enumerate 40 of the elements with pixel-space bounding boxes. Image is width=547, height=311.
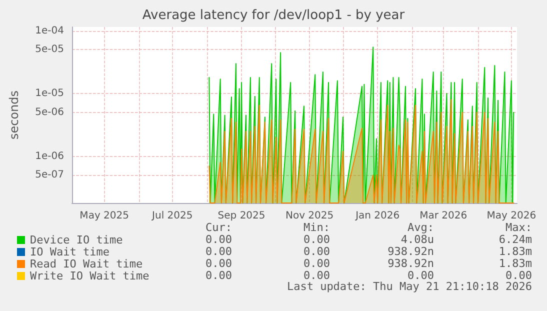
text: 0.00: [206, 245, 232, 258]
text: 938.92n: [388, 257, 434, 270]
text: 0.00: [206, 269, 232, 282]
x-tick-label: Jul 2025: [151, 210, 193, 222]
text: 6.24m: [498, 233, 532, 246]
x-tick-label: Jan 2026: [354, 210, 400, 222]
y-tick-label: 1e-05: [35, 88, 64, 100]
y-tick-label: 5e-07: [35, 170, 64, 181]
y-tick-label: 1e-04: [35, 25, 64, 36]
text: 0.00: [506, 269, 532, 282]
y-axis-title: seconds: [7, 90, 21, 140]
text: 0.00: [304, 245, 330, 258]
text: 0.00: [408, 269, 434, 282]
legend-label: Device IO time: [30, 234, 123, 246]
text: Avg:: [408, 221, 434, 234]
text: Last update: Thu May 21 21:10:18 2026: [286, 280, 532, 293]
x-tick-label: May 2026: [486, 210, 536, 222]
y-tick-label: 1e-06: [35, 150, 64, 162]
text: 4.08u: [400, 233, 434, 246]
y-tick-label: 5e-05: [35, 44, 64, 56]
x-tick-label: May 2025: [80, 210, 129, 222]
text: 938.92n: [388, 245, 434, 258]
text: 0.00: [304, 257, 330, 270]
text: Cur:: [206, 221, 232, 234]
text: Min:: [304, 221, 330, 234]
text: 1.83m: [498, 245, 532, 258]
text: 1.83m: [498, 257, 532, 270]
text: 0.00: [206, 233, 232, 246]
legend-label: IO Wait time: [30, 246, 110, 258]
text: 0.00: [304, 269, 330, 282]
x-tick-label: Nov 2025: [285, 210, 334, 222]
chart-title: Average latency for /dev/loop1 - by year: [142, 8, 406, 23]
legend-label: Read IO Wait time: [30, 258, 143, 270]
legend-label: Write IO Wait time: [30, 270, 150, 282]
y-tick-label: 5e-06: [35, 106, 64, 118]
x-tick-label: Mar 2026: [420, 210, 468, 222]
x-tick-label: Sep 2025: [218, 210, 266, 222]
text: 0.00: [304, 233, 330, 246]
text: 0.00: [206, 257, 232, 270]
text: Max:: [506, 221, 532, 234]
